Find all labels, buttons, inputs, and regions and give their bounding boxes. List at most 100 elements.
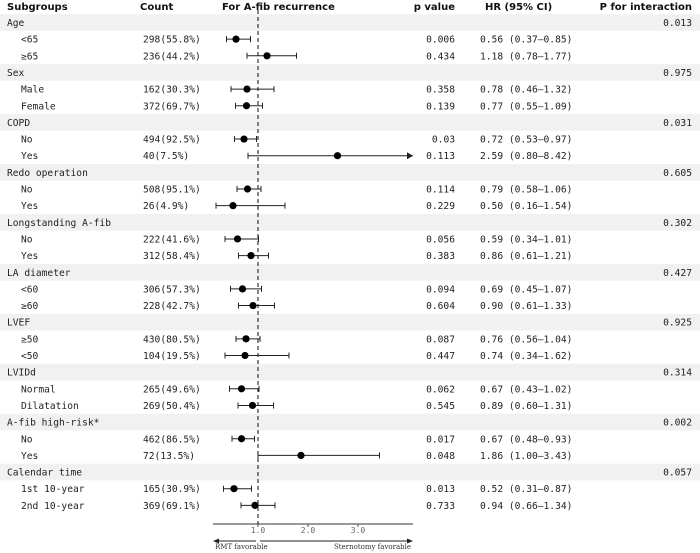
p-value: 0.094 — [426, 284, 455, 295]
hr-point — [237, 385, 246, 393]
subgroup-label: No — [21, 234, 33, 245]
hr-ci-value: 1.18 (0.78–1.77) — [480, 51, 572, 62]
header-subgroups: Subgroups — [7, 2, 68, 13]
hr-point — [243, 185, 252, 193]
hr-point — [240, 135, 248, 143]
count-value: 269(50.4%) — [143, 401, 201, 412]
count-value: 369(69.1%) — [143, 501, 201, 512]
group-row-band — [0, 64, 700, 81]
count-value: 265(49.6%) — [143, 384, 201, 395]
p-value: 0.03 — [432, 135, 455, 146]
left-favor-note: RMT favorable — [215, 543, 268, 551]
subgroup-label: <65 — [21, 35, 38, 46]
hr-point — [247, 252, 255, 260]
hr-ci-value: 0.78 (0.46–1.32) — [480, 85, 572, 96]
hr-ci-value: 0.77 (0.55–1.09) — [480, 101, 572, 112]
hr-ci-value: 1.86 (1.00–3.43) — [480, 451, 572, 462]
subgroup-label: 2nd 10-year — [21, 501, 85, 512]
group-row-band — [0, 213, 700, 231]
subgroup-label: ≥50 — [21, 334, 39, 345]
p-value: 0.113 — [426, 151, 455, 162]
count-value: 508(95.1%) — [143, 185, 201, 196]
subgroup-label: No — [21, 135, 33, 146]
p-interaction-value: 0.002 — [663, 418, 692, 429]
subgroup-label: Dilatation — [21, 401, 79, 412]
hr-ci-value: 0.89 (0.60–1.31) — [480, 401, 572, 412]
right-favor-arrowhead — [407, 538, 413, 544]
group-name: Calendar time — [7, 468, 82, 479]
count-value: 104(19.5%) — [143, 351, 201, 362]
p-value: 0.017 — [426, 434, 455, 445]
p-value: 0.048 — [426, 451, 455, 462]
p-value: 0.358 — [426, 85, 455, 96]
count-value: 298(55.8%) — [143, 35, 201, 46]
subgroup-label: Yes — [21, 151, 38, 162]
hr-point — [242, 335, 250, 343]
p-interaction-value: 0.057 — [663, 468, 692, 479]
hr-point — [248, 401, 257, 410]
hr-ci-value: 0.79 (0.58–1.06) — [480, 185, 572, 196]
p-interaction-value: 0.427 — [663, 268, 692, 279]
group-name: LVEF — [7, 318, 30, 329]
group-row-band — [0, 263, 700, 281]
subgroup-label: Normal — [21, 384, 56, 395]
hr-point — [237, 435, 246, 443]
group-name: A-fib high-risk* — [7, 418, 99, 429]
x-tick-label: 1.0 — [251, 526, 266, 535]
count-value: 72(13.5%) — [143, 451, 195, 462]
hr-ci-value: 0.72 (0.53–0.97) — [480, 135, 572, 146]
hr-point — [233, 235, 242, 243]
p-value: 0.733 — [426, 501, 455, 512]
group-row-band — [0, 14, 700, 31]
p-interaction-value: 0.013 — [663, 18, 692, 29]
hr-ci-value: 0.56 (0.37–0.85) — [480, 35, 572, 46]
hr-point — [249, 301, 257, 310]
header-count: Count — [140, 2, 173, 13]
hr-point — [230, 485, 238, 493]
hr-point — [242, 102, 251, 110]
count-value: 462(86.5%) — [143, 434, 201, 445]
count-value: 306(57.3%) — [143, 284, 201, 295]
p-interaction-value: 0.605 — [663, 168, 692, 179]
group-row-band — [0, 164, 700, 181]
chart-title: For A-fib recurrence — [222, 2, 335, 13]
p-interaction-value: 0.314 — [663, 368, 692, 379]
group-row-band — [0, 313, 700, 331]
p-value: 0.006 — [426, 35, 455, 46]
count-value: 40(7.5%) — [143, 151, 189, 162]
subgroup-label: Yes — [21, 251, 38, 262]
group-row-band — [0, 463, 700, 481]
subgroup-label: 1st 10-year — [21, 484, 85, 495]
p-value: 0.056 — [426, 234, 455, 245]
left-favor-arrowhead — [213, 538, 219, 544]
subgroup-label: ≥60 — [21, 301, 39, 312]
subgroup-label: <60 — [21, 284, 39, 295]
group-name: Longstanding A-fib — [7, 218, 111, 229]
p-value: 0.447 — [426, 351, 455, 362]
subgroup-label: No — [21, 185, 33, 196]
p-value: 0.229 — [426, 201, 455, 212]
hr-point — [229, 202, 237, 210]
hr-ci-value: 0.69 (0.45–1.07) — [480, 284, 572, 295]
group-name: COPD — [7, 118, 30, 129]
count-value: 372(69.7%) — [143, 101, 201, 112]
hr-ci-value: 0.94 (0.66–1.34) — [480, 501, 572, 512]
hr-point — [297, 451, 305, 459]
count-value: 162(30.3%) — [143, 85, 201, 96]
p-value: 0.114 — [426, 185, 455, 196]
hr-ci-value: 0.67 (0.48–0.93) — [480, 434, 572, 445]
hr-ci-value: 0.76 (0.56–1.04) — [480, 334, 572, 345]
p-interaction-value: 0.302 — [663, 218, 692, 229]
header-p-value: p value — [414, 2, 455, 13]
group-name: Redo operation — [7, 168, 88, 179]
p-value: 0.013 — [426, 484, 455, 495]
p-value: 0.062 — [426, 384, 455, 395]
hr-point — [263, 52, 271, 60]
p-value: 0.604 — [426, 301, 455, 312]
count-value: 494(92.5%) — [143, 135, 201, 146]
p-value: 0.383 — [426, 251, 455, 262]
right-favor-note: Sternotomy favorable — [334, 543, 411, 551]
hr-ci-value: 0.52 (0.31–0.87) — [480, 484, 572, 495]
